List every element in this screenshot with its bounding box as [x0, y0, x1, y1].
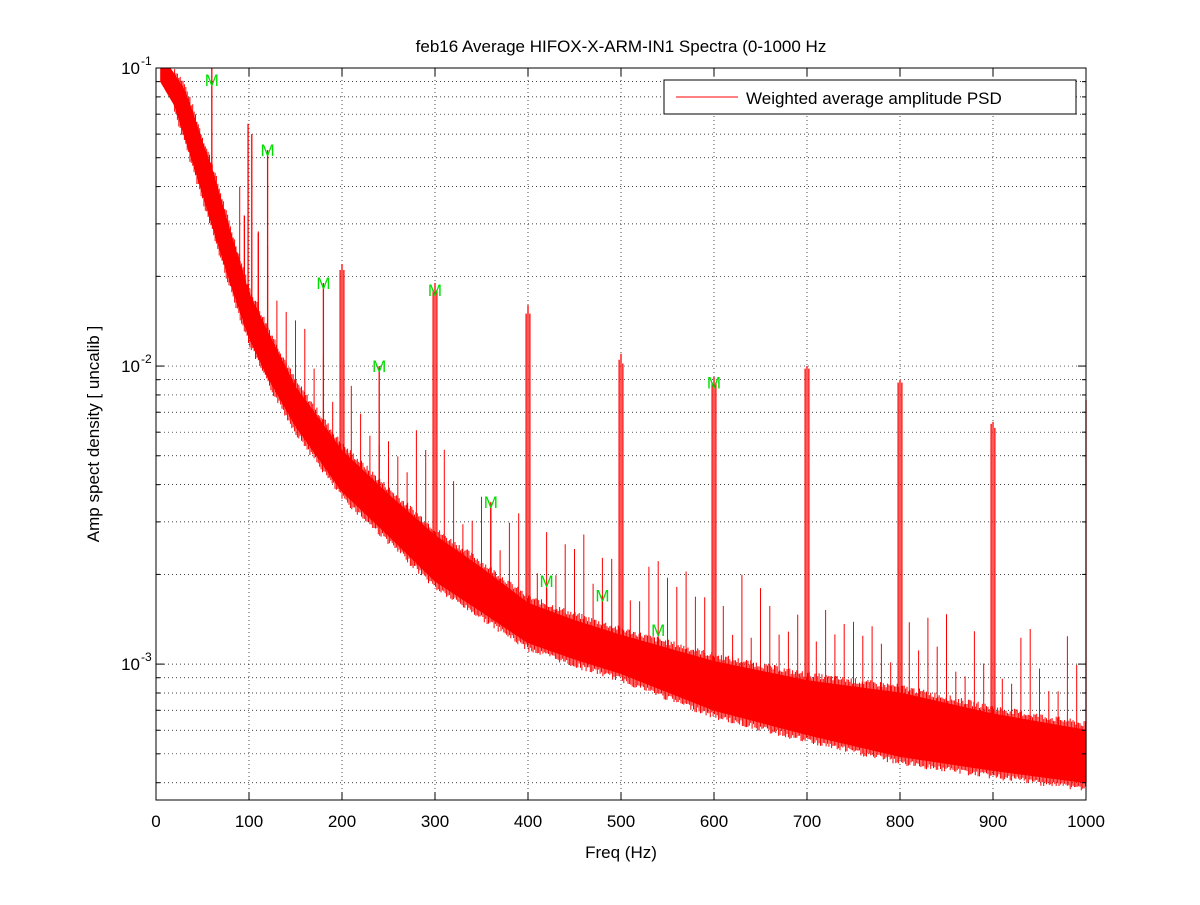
annotation-marker: M — [428, 281, 442, 300]
annotation-marker: M — [707, 374, 721, 393]
chart-title: feb16 Average HIFOX-X-ARM-IN1 Spectra (0… — [416, 37, 827, 56]
annotation-marker: M — [261, 141, 275, 160]
legend: Weighted average amplitude PSD — [663, 79, 1077, 115]
x-tick-label: 600 — [700, 812, 728, 831]
noise-floor-texture — [174, 69, 1086, 791]
x-tick-label: 900 — [979, 812, 1007, 831]
annotations: M M M M M M M M M M — [205, 71, 721, 640]
y-axis: 10-310-210-1 — [121, 54, 1086, 784]
x-tick-label: 400 — [514, 812, 542, 831]
annotation-marker: M — [595, 586, 609, 605]
annotation-marker: M — [316, 274, 330, 293]
x-tick-label: 200 — [328, 812, 356, 831]
x-tick-label: 1000 — [1067, 812, 1105, 831]
spectral-peaks — [211, 68, 1087, 783]
y-tick-label: 10 — [121, 655, 140, 674]
y-tick-exponent: -1 — [141, 54, 152, 68]
x-tick-label: 100 — [235, 812, 263, 831]
x-tick-label: 500 — [607, 812, 635, 831]
x-axis-label: Freq (Hz) — [585, 843, 657, 862]
x-tick-label: 700 — [793, 812, 821, 831]
annotation-marker: M — [540, 572, 554, 591]
x-tick-label: 0 — [151, 812, 160, 831]
annotation-marker: M — [372, 357, 386, 376]
x-axis: 0 100 200 300 400 500 600 700 800 900 1000 — [151, 68, 1105, 831]
y-tick-label: 10 — [121, 59, 140, 78]
minor-spikes — [239, 186, 1078, 729]
x-tick-label: 300 — [421, 812, 449, 831]
annotation-marker: M — [205, 71, 219, 90]
annotation-marker: M — [651, 621, 665, 640]
y-axis-label: Amp spect density [ uncalib ] — [84, 326, 103, 542]
legend-label: Weighted average amplitude PSD — [746, 89, 1002, 108]
annotation-marker: M — [484, 493, 498, 512]
y-tick-label: 10 — [121, 357, 140, 376]
y-tick-exponent: -2 — [141, 352, 152, 366]
y-tick-exponent: -3 — [141, 650, 152, 664]
x-tick-label: 800 — [886, 812, 914, 831]
